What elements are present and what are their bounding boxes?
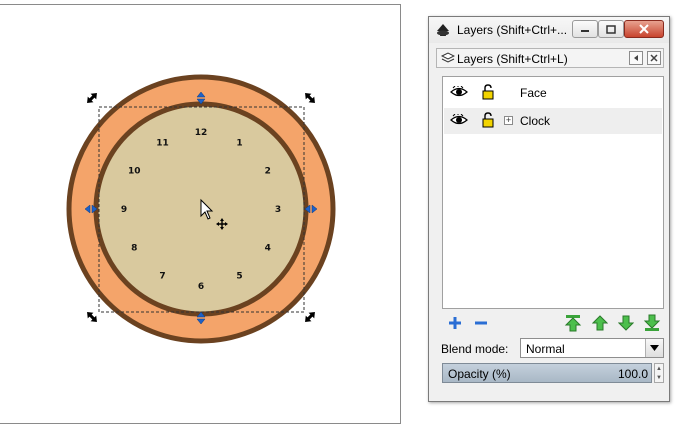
scale-handle-n[interactable] xyxy=(196,91,206,105)
move-cursor-icon xyxy=(216,218,228,230)
clock-number-5: 5 xyxy=(236,272,242,282)
visibility-eye-icon[interactable] xyxy=(450,85,468,101)
spin-down-icon[interactable]: ▼ xyxy=(656,374,662,381)
add-layer-icon xyxy=(449,317,461,329)
blend-mode-label: Blend mode: xyxy=(441,342,509,356)
lower-to-bottom-icon xyxy=(643,314,661,331)
clock-number-12: 12 xyxy=(195,128,208,138)
expand-plus-icon[interactable]: + xyxy=(504,115,513,125)
scale-handle-s[interactable] xyxy=(196,311,206,325)
unlocked-padlock-icon[interactable] xyxy=(481,112,495,131)
layers-list[interactable]: Face + Clock xyxy=(442,76,664,309)
lower-icon xyxy=(618,315,634,331)
clock-number-9: 9 xyxy=(121,205,127,215)
minimize-icon xyxy=(581,30,589,32)
lower-layer-button[interactable] xyxy=(617,314,635,332)
clock-number-4: 4 xyxy=(265,244,271,254)
chevron-down-icon xyxy=(650,345,659,351)
blend-mode-select[interactable]: Normal xyxy=(520,338,664,358)
close-icon xyxy=(650,54,658,62)
clock-number-2: 2 xyxy=(265,167,271,177)
window-title: Layers (Shift+Ctrl+... xyxy=(457,23,568,37)
clock-number-8: 8 xyxy=(131,244,137,254)
scale-handle-ne[interactable] xyxy=(302,90,318,106)
arrow-left-icon xyxy=(634,55,638,61)
clock-number-11: 11 xyxy=(156,138,169,148)
minimize-button[interactable] xyxy=(572,20,598,38)
remove-layer-icon xyxy=(475,321,487,325)
opacity-fill xyxy=(443,364,651,382)
raise-icon xyxy=(592,315,608,331)
drawing-canvas[interactable]: 12 1 2 3 4 5 6 7 8 9 10 11 xyxy=(0,0,416,424)
layer-row-clock[interactable]: + Clock xyxy=(444,108,662,134)
remove-layer-button[interactable] xyxy=(472,314,490,332)
layer-row-face[interactable]: Face xyxy=(444,80,662,106)
inkscape-app-icon xyxy=(435,23,451,40)
lower-to-bottom-button[interactable] xyxy=(643,314,661,332)
scale-handle-sw[interactable] xyxy=(84,309,100,325)
unlocked-padlock-icon[interactable] xyxy=(481,84,495,103)
dock-close-button[interactable] xyxy=(647,51,661,65)
scale-handle-e[interactable] xyxy=(304,204,318,214)
layer-name[interactable]: Face xyxy=(520,86,547,100)
add-layer-button[interactable] xyxy=(446,314,464,332)
selection-bbox xyxy=(98,106,305,313)
scale-handle-se[interactable] xyxy=(302,309,318,325)
clock-number-6: 6 xyxy=(198,282,204,292)
maximize-icon xyxy=(606,24,616,34)
raise-to-top-icon xyxy=(564,315,582,332)
close-button[interactable] xyxy=(624,20,664,38)
layers-window[interactable]: Layers (Shift+Ctrl+... Layers (Shift+Ctr… xyxy=(428,16,670,402)
raise-layer-button[interactable] xyxy=(591,314,609,332)
scale-handle-nw[interactable] xyxy=(84,90,100,106)
layer-name[interactable]: Clock xyxy=(520,114,551,128)
scale-handle-w[interactable] xyxy=(84,204,98,214)
raise-to-top-button[interactable] xyxy=(564,314,582,332)
layers-stack-icon xyxy=(440,52,456,67)
mouse-pointer-icon xyxy=(200,198,214,220)
blend-mode-value: Normal xyxy=(526,342,565,356)
clock-number-1: 1 xyxy=(236,138,242,148)
dock-header: Layers (Shift+Ctrl+L) xyxy=(436,48,664,68)
dock-iconify-button[interactable] xyxy=(629,51,643,65)
window-titlebar[interactable]: Layers (Shift+Ctrl+... xyxy=(429,17,669,43)
opacity-label: Opacity (%) xyxy=(448,367,511,381)
clock-number-10: 10 xyxy=(128,167,141,177)
visibility-eye-icon[interactable] xyxy=(450,113,468,129)
maximize-button[interactable] xyxy=(598,20,624,38)
dropdown-arrow-button[interactable] xyxy=(645,339,663,357)
clock-number-7: 7 xyxy=(159,272,165,282)
opacity-value[interactable]: 100.0 xyxy=(617,367,648,381)
close-icon xyxy=(639,24,649,34)
dock-title: Layers (Shift+Ctrl+L) xyxy=(457,52,568,66)
clock-number-3: 3 xyxy=(275,205,281,215)
opacity-spinner[interactable]: ▲ ▼ xyxy=(654,363,664,383)
spin-up-icon[interactable]: ▲ xyxy=(656,365,662,372)
opacity-slider[interactable]: Opacity (%) 100.0 xyxy=(442,363,652,383)
